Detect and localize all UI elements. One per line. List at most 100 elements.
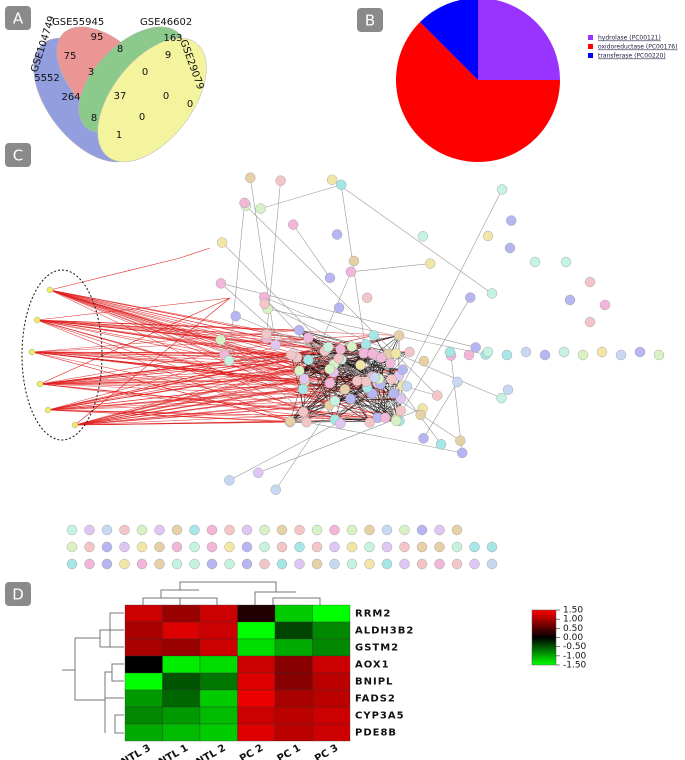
node [336, 179, 347, 190]
node [482, 230, 494, 242]
venn-shapes [33, 26, 207, 163]
node [385, 358, 396, 369]
node [364, 524, 375, 536]
node [596, 346, 608, 358]
node [391, 415, 402, 426]
heatmap-cell [162, 655, 201, 674]
node [502, 384, 514, 396]
heatmap-cell [237, 638, 276, 657]
node [241, 558, 253, 570]
heatmap-cell [124, 672, 163, 691]
node [369, 372, 380, 383]
node [288, 219, 299, 230]
dendrogram [62, 581, 321, 734]
node [329, 395, 341, 406]
venn-count: 95 [91, 32, 104, 43]
panel-letter: B [365, 12, 375, 30]
node [418, 355, 430, 367]
node [294, 558, 305, 570]
heatmap-cell [124, 706, 163, 725]
edge [306, 421, 463, 454]
panel-letter: C [13, 147, 23, 165]
node [270, 339, 281, 351]
venn-count: 1 [116, 130, 122, 141]
node [469, 541, 480, 553]
node [259, 558, 270, 570]
node [299, 373, 310, 385]
node [223, 355, 235, 366]
heatmap-cell [312, 723, 351, 742]
node [345, 393, 356, 405]
panel-box [357, 8, 383, 32]
edge [299, 329, 396, 354]
node [615, 349, 627, 361]
node [303, 354, 314, 365]
node [259, 524, 270, 536]
heatmap-cell [199, 689, 238, 708]
node [171, 558, 183, 570]
node [584, 276, 596, 288]
heatmap-cell [162, 706, 201, 725]
node [189, 558, 200, 570]
node [496, 392, 507, 404]
node [154, 558, 165, 570]
edge [303, 369, 403, 413]
edge [36, 319, 400, 336]
edge [299, 370, 345, 390]
node [399, 541, 410, 553]
heatmap-cell [312, 621, 351, 640]
node [311, 558, 323, 570]
heatmap-cell [274, 706, 313, 725]
colorbar-tick-label: 1.50 [563, 606, 583, 616]
node [386, 374, 397, 385]
edge [49, 257, 181, 291]
edge [47, 393, 373, 411]
heatmap-cell [274, 604, 313, 623]
node [324, 377, 336, 389]
heatmap-cell [237, 723, 276, 742]
row-label: PDE8B [355, 728, 397, 739]
column-label: CNTL 1 [151, 743, 191, 760]
panel-box [5, 582, 31, 606]
node [361, 292, 373, 303]
node [66, 524, 78, 536]
node [381, 541, 393, 553]
node [224, 541, 235, 553]
edge [333, 372, 400, 422]
row-dendrogram [62, 612, 124, 734]
node [261, 329, 272, 340]
node [539, 349, 551, 361]
edge [220, 283, 476, 348]
edge [228, 202, 245, 361]
node [399, 558, 410, 570]
node [465, 292, 476, 303]
node [444, 346, 456, 358]
node [206, 558, 218, 570]
legend-swatch [588, 35, 593, 40]
edge [36, 297, 231, 321]
node [404, 346, 415, 358]
node [432, 390, 443, 401]
node [560, 256, 572, 268]
column-label: PC 3 [313, 743, 340, 760]
node [346, 558, 358, 570]
node [154, 524, 165, 536]
node [368, 330, 379, 341]
edge [334, 389, 346, 420]
row-label: AOX1 [355, 660, 390, 671]
edge [308, 359, 330, 406]
node [346, 341, 357, 352]
node [224, 524, 235, 536]
node [482, 346, 494, 358]
edge [296, 357, 330, 370]
node [189, 524, 200, 536]
venn-count: 0 [187, 99, 193, 110]
node [335, 418, 346, 429]
node [333, 353, 344, 364]
node [634, 346, 646, 358]
node [276, 558, 288, 570]
column-label: CNTL 2 [188, 743, 228, 760]
node [119, 541, 130, 553]
heatmap-cell [274, 638, 313, 657]
